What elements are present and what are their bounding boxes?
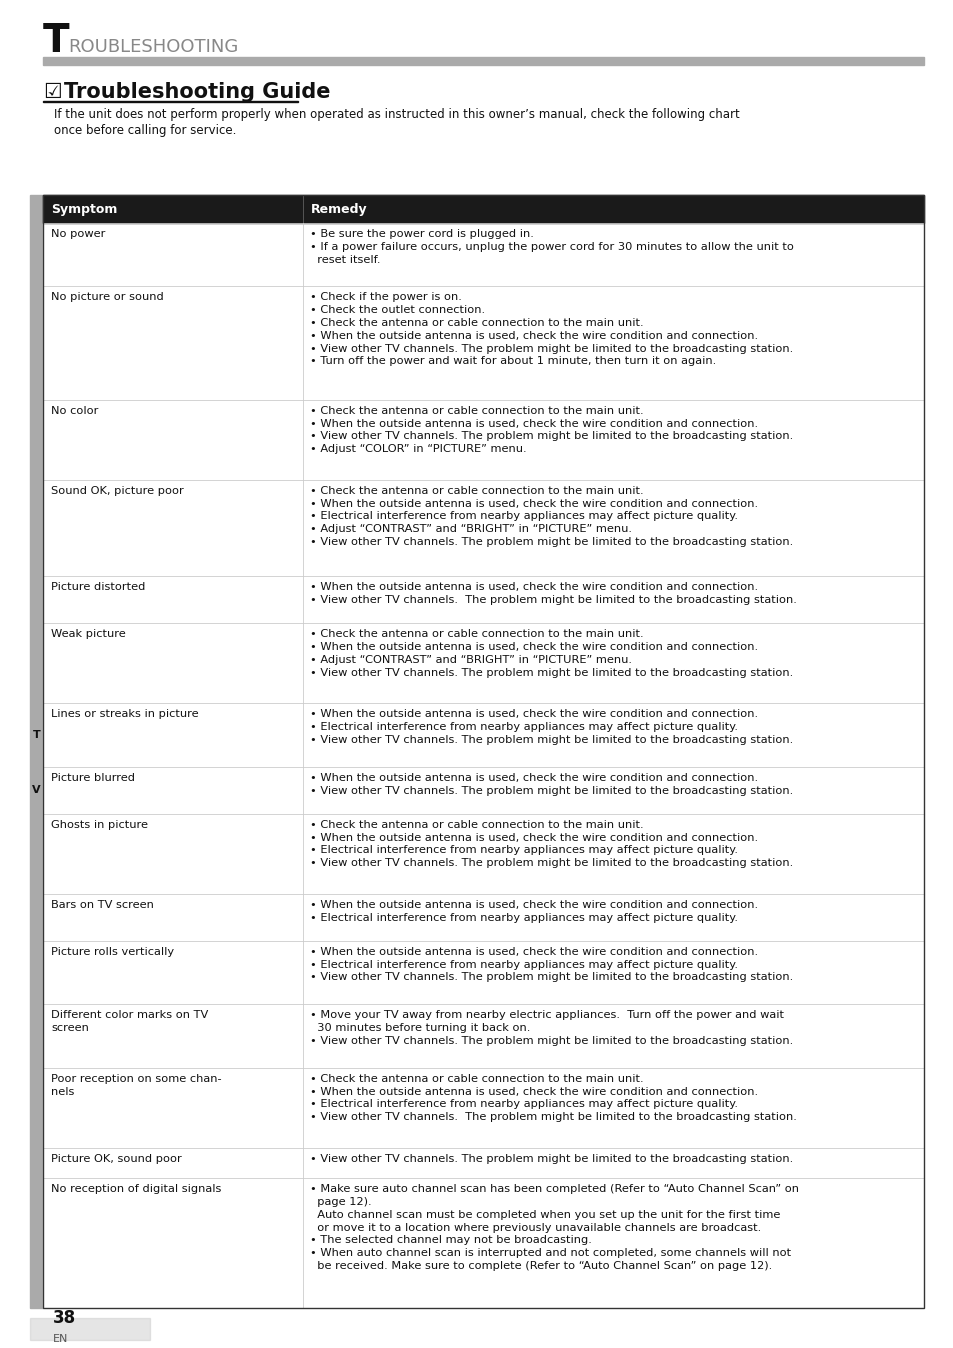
Bar bbox=[43, 623, 923, 704]
Bar bbox=[43, 195, 923, 222]
Text: T: T bbox=[32, 731, 40, 740]
Text: Symptom: Symptom bbox=[51, 202, 117, 216]
Bar bbox=[43, 941, 923, 1004]
Text: 38: 38 bbox=[53, 1309, 76, 1326]
Text: ROUBLESHOOTING: ROUBLESHOOTING bbox=[68, 38, 238, 57]
Bar bbox=[43, 222, 923, 287]
Bar bbox=[30, 1318, 150, 1340]
Text: • View other TV channels. The problem might be limited to the broadcasting stati: • View other TV channels. The problem mi… bbox=[310, 1154, 792, 1163]
Text: Picture rolls vertically: Picture rolls vertically bbox=[51, 946, 174, 957]
Text: • When the outside antenna is used, check the wire condition and connection.
• V: • When the outside antenna is used, chec… bbox=[310, 772, 792, 795]
Text: • Move your TV away from nearby electric appliances.  Turn off the power and wai: • Move your TV away from nearby electric… bbox=[310, 1010, 792, 1046]
Bar bbox=[43, 767, 923, 814]
Text: Different color marks on TV
screen: Different color marks on TV screen bbox=[51, 1010, 208, 1033]
Bar bbox=[43, 577, 923, 623]
Bar bbox=[43, 1178, 923, 1308]
Text: • Check the antenna or cable connection to the main unit.
• When the outside ant: • Check the antenna or cable connection … bbox=[310, 820, 792, 868]
Bar bbox=[43, 287, 923, 400]
Text: • When the outside antenna is used, check the wire condition and connection.
• E: • When the outside antenna is used, chec… bbox=[310, 900, 758, 922]
Bar bbox=[43, 480, 923, 577]
Text: Poor reception on some chan-
nels: Poor reception on some chan- nels bbox=[51, 1074, 221, 1096]
Text: • Check if the power is on.
• Check the outlet connection.
• Check the antenna o: • Check if the power is on. • Check the … bbox=[310, 293, 792, 367]
Bar bbox=[43, 101, 297, 102]
Bar bbox=[43, 814, 923, 894]
Text: No reception of digital signals: No reception of digital signals bbox=[51, 1184, 221, 1194]
Bar bbox=[43, 57, 923, 65]
Bar bbox=[30, 195, 43, 1308]
Text: Picture OK, sound poor: Picture OK, sound poor bbox=[51, 1154, 182, 1163]
Text: Picture blurred: Picture blurred bbox=[51, 772, 135, 783]
Text: ☑: ☑ bbox=[43, 82, 62, 102]
Text: Ghosts in picture: Ghosts in picture bbox=[51, 820, 148, 830]
Text: Lines or streaks in picture: Lines or streaks in picture bbox=[51, 709, 198, 720]
Text: No picture or sound: No picture or sound bbox=[51, 293, 164, 302]
Text: • Check the antenna or cable connection to the main unit.
• When the outside ant: • Check the antenna or cable connection … bbox=[310, 630, 792, 678]
Text: once before calling for service.: once before calling for service. bbox=[54, 124, 236, 137]
Text: No power: No power bbox=[51, 229, 105, 239]
Text: T: T bbox=[43, 22, 70, 61]
Text: • Check the antenna or cable connection to the main unit.
• When the outside ant: • Check the antenna or cable connection … bbox=[310, 406, 792, 454]
Text: Remedy: Remedy bbox=[311, 202, 367, 216]
Text: Weak picture: Weak picture bbox=[51, 630, 126, 639]
Text: • When the outside antenna is used, check the wire condition and connection.
• E: • When the outside antenna is used, chec… bbox=[310, 709, 792, 745]
Text: If the unit does not perform properly when operated as instructed in this owner’: If the unit does not perform properly wh… bbox=[54, 108, 739, 121]
Bar bbox=[43, 704, 923, 767]
Text: Sound OK, picture poor: Sound OK, picture poor bbox=[51, 485, 184, 496]
Text: V: V bbox=[32, 786, 41, 795]
Text: • When the outside antenna is used, check the wire condition and connection.
• V: • When the outside antenna is used, chec… bbox=[310, 582, 796, 605]
Text: • Check the antenna or cable connection to the main unit.
• When the outside ant: • Check the antenna or cable connection … bbox=[310, 485, 792, 547]
Text: • When the outside antenna is used, check the wire condition and connection.
• E: • When the outside antenna is used, chec… bbox=[310, 946, 792, 983]
Text: • Check the antenna or cable connection to the main unit.
• When the outside ant: • Check the antenna or cable connection … bbox=[310, 1074, 796, 1122]
Bar bbox=[43, 1004, 923, 1068]
Text: EN: EN bbox=[53, 1335, 69, 1344]
Text: • Be sure the power cord is plugged in.
• If a power failure occurs, unplug the : • Be sure the power cord is plugged in. … bbox=[310, 229, 793, 264]
Bar bbox=[43, 894, 923, 941]
Text: No color: No color bbox=[51, 406, 98, 415]
Text: Picture distorted: Picture distorted bbox=[51, 582, 145, 593]
Text: Bars on TV screen: Bars on TV screen bbox=[51, 900, 153, 910]
Bar bbox=[43, 400, 923, 480]
Bar bbox=[43, 1148, 923, 1178]
Text: • Make sure auto channel scan has been completed (Refer to “Auto Channel Scan” o: • Make sure auto channel scan has been c… bbox=[310, 1184, 798, 1271]
Text: Troubleshooting Guide: Troubleshooting Guide bbox=[64, 82, 330, 102]
Bar bbox=[43, 1068, 923, 1148]
Bar bbox=[43, 195, 923, 1308]
